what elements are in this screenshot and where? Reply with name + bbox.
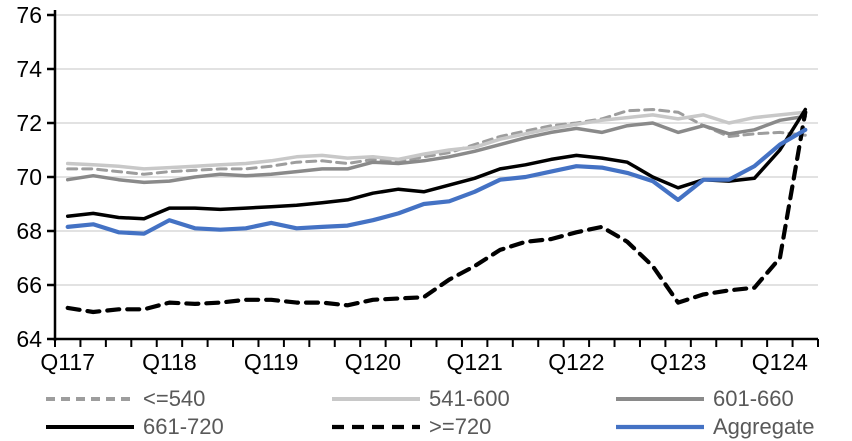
legend-label: <=540 <box>143 385 206 411</box>
series-line <box>65 110 808 171</box>
legend-line-swatch <box>332 424 420 429</box>
x-tick-label: Q118 <box>142 349 197 375</box>
series-line <box>65 127 808 236</box>
series-line <box>65 110 808 315</box>
legend-line-swatch <box>332 396 420 401</box>
legend-row-2: 661-720 >=720 Aggregate <box>0 413 852 440</box>
legend-item-541-600: 541-600 <box>332 385 510 412</box>
y-tick-label: 68 <box>16 218 42 244</box>
series-line <box>65 107 808 221</box>
legend-label: 661-720 <box>143 413 224 439</box>
gridlines <box>55 14 818 286</box>
x-tick-label: Q123 <box>650 349 706 375</box>
legend-line-swatch <box>616 396 704 401</box>
legend-item-ge720: >=720 <box>332 413 491 440</box>
x-tick-label: Q120 <box>345 349 401 375</box>
legend-item-601-660: 601-660 <box>616 385 794 412</box>
legend-label: >=720 <box>429 413 492 439</box>
legend-item-661-720: 661-720 <box>46 413 224 440</box>
y-tick-label: 76 <box>16 2 42 28</box>
legend-line-swatch <box>46 424 134 429</box>
legend-item-aggregate: Aggregate <box>616 413 815 440</box>
legend-row-1: <=540 541-600 601-660 <box>0 385 852 412</box>
x-axis: Q117 Q118 Q119 Q120 Q121 Q122 Q123 Q124 <box>40 337 819 375</box>
y-tick-label: 66 <box>16 272 42 298</box>
x-tick-label: Q122 <box>548 349 604 375</box>
legend-line-swatch <box>616 424 704 429</box>
y-tick-label: 64 <box>16 326 42 352</box>
x-tick-label: Q124 <box>752 349 808 375</box>
series-line <box>65 114 808 185</box>
series-line <box>66 108 807 176</box>
legend-label: Aggregate <box>713 413 815 439</box>
x-tick-label: Q121 <box>447 349 503 375</box>
y-axis: 64 66 68 70 72 74 76 <box>16 2 57 352</box>
y-tick-label: 72 <box>16 110 42 136</box>
y-tick-label: 70 <box>16 164 42 190</box>
plot-area: 64 66 68 70 72 74 76 Q117 Q118 Q119 Q120 Q121 Q122 Q1… <box>16 2 819 375</box>
legend-label: 541-600 <box>429 385 510 411</box>
legend-label: 601-660 <box>713 385 794 411</box>
x-tick-label: Q119 <box>244 349 299 375</box>
x-tick-label: Q117 <box>40 349 95 375</box>
legend-line-swatch <box>46 396 134 401</box>
legend-item-le540: <=540 <box>46 385 205 412</box>
y-tick-label: 74 <box>16 56 42 82</box>
